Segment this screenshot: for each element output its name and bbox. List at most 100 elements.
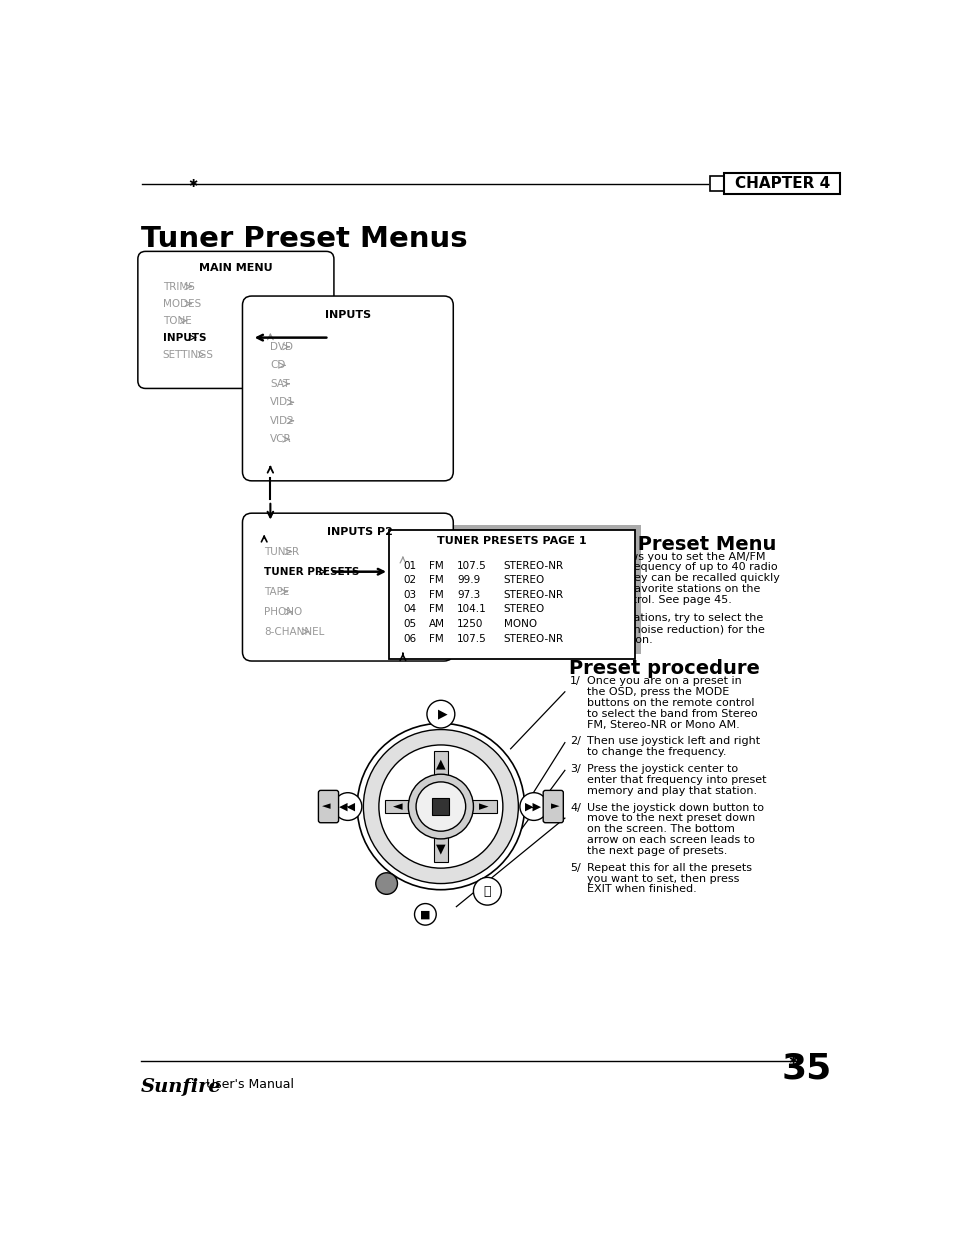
Text: you want to set, then press: you want to set, then press: [587, 873, 739, 883]
Circle shape: [427, 700, 455, 727]
Text: 2/: 2/: [570, 736, 580, 746]
Text: TAPE: TAPE: [264, 587, 290, 597]
Text: 99.9: 99.9: [456, 576, 480, 585]
Text: ✱: ✱: [188, 179, 197, 189]
FancyBboxPatch shape: [394, 525, 640, 655]
Text: 8-CHANNEL: 8-CHANNEL: [264, 626, 324, 637]
Text: buttons on the remote control: buttons on the remote control: [587, 698, 754, 708]
FancyBboxPatch shape: [141, 254, 331, 385]
Text: best reception.: best reception.: [568, 635, 652, 645]
Text: PHONO: PHONO: [264, 606, 302, 616]
Text: Repeat this for all the presets: Repeat this for all the presets: [587, 863, 752, 873]
Text: remote control. See page 45.: remote control. See page 45.: [568, 595, 731, 605]
FancyBboxPatch shape: [242, 296, 453, 480]
Text: ►: ►: [551, 802, 559, 811]
Circle shape: [415, 904, 436, 925]
FancyBboxPatch shape: [137, 252, 334, 389]
Text: 107.5: 107.5: [456, 561, 486, 571]
Text: MONO: MONO: [503, 619, 537, 629]
Text: DVD: DVD: [270, 342, 294, 352]
Circle shape: [519, 793, 547, 820]
Text: Tuner Preset Menus: Tuner Preset Menus: [141, 225, 467, 253]
FancyBboxPatch shape: [247, 517, 448, 656]
Text: VID1: VID1: [270, 398, 294, 408]
Text: 104.1: 104.1: [456, 604, 486, 615]
Text: to change the frequency.: to change the frequency.: [587, 747, 726, 757]
Text: STEREO-NR: STEREO-NR: [503, 561, 563, 571]
Text: move to the next preset down: move to the next preset down: [587, 814, 755, 824]
Text: the OSD, press the MODE: the OSD, press the MODE: [587, 687, 729, 698]
Text: User's Manual: User's Manual: [206, 1078, 294, 1091]
Text: ✱: ✱: [788, 1056, 798, 1066]
Text: CHAPTER 4: CHAPTER 4: [734, 177, 829, 191]
Text: 97.3: 97.3: [456, 590, 480, 600]
Text: ▶: ▶: [437, 708, 447, 721]
Text: FM: FM: [429, 576, 443, 585]
Text: 5/: 5/: [570, 863, 580, 873]
Text: ■: ■: [419, 909, 430, 919]
Text: and set as favorite stations on the: and set as favorite stations on the: [568, 584, 760, 594]
Text: 06: 06: [402, 634, 416, 643]
FancyBboxPatch shape: [247, 300, 448, 477]
Text: ⏸: ⏸: [483, 884, 491, 898]
Text: STEREO: STEREO: [503, 604, 544, 615]
FancyBboxPatch shape: [434, 831, 447, 862]
Text: MODES: MODES: [162, 299, 201, 309]
Text: enter that frequency into preset: enter that frequency into preset: [587, 776, 766, 785]
Text: ◀◀: ◀◀: [339, 802, 356, 811]
Text: Press the joystick center to: Press the joystick center to: [587, 764, 738, 774]
FancyBboxPatch shape: [542, 790, 562, 823]
Text: EXIT when finished.: EXIT when finished.: [587, 884, 697, 894]
Text: INPUTS P2: INPUTS P2: [326, 526, 392, 537]
Text: 02: 02: [402, 576, 416, 585]
Text: FM: FM: [429, 634, 443, 643]
Text: VID2: VID2: [270, 416, 294, 426]
Text: SETTINGS: SETTINGS: [162, 350, 213, 359]
FancyBboxPatch shape: [434, 751, 447, 782]
FancyBboxPatch shape: [709, 175, 723, 191]
Text: 35: 35: [781, 1051, 831, 1086]
Text: ◄: ◄: [321, 802, 330, 811]
FancyBboxPatch shape: [465, 799, 497, 814]
Text: band and frequency of up to 40 radio: band and frequency of up to 40 radio: [568, 562, 777, 573]
Text: FM: FM: [429, 561, 443, 571]
Text: FM: FM: [429, 604, 443, 615]
Text: 01: 01: [402, 561, 416, 571]
Text: VCR: VCR: [270, 435, 292, 445]
Circle shape: [416, 782, 465, 831]
Text: 03: 03: [402, 590, 416, 600]
Text: Use the joystick down button to: Use the joystick down button to: [587, 803, 763, 813]
Text: INPUTS: INPUTS: [324, 310, 371, 320]
Text: TUNER: TUNER: [264, 547, 299, 557]
Text: 04: 04: [402, 604, 416, 615]
Text: CD: CD: [270, 361, 286, 370]
Circle shape: [473, 877, 500, 905]
FancyBboxPatch shape: [389, 530, 635, 659]
Text: ▶▶: ▶▶: [525, 802, 542, 811]
Text: 1250: 1250: [456, 619, 483, 629]
Circle shape: [408, 774, 473, 839]
Text: TUNER PRESETS: TUNER PRESETS: [264, 567, 359, 577]
Text: AM: AM: [429, 619, 445, 629]
Text: Tuner Preset Menu: Tuner Preset Menu: [568, 535, 776, 553]
Text: ▼: ▼: [436, 842, 445, 856]
Text: Once you are on a preset in: Once you are on a preset in: [587, 677, 741, 687]
Text: memory and play that station.: memory and play that station.: [587, 785, 757, 795]
Text: Sunfire: Sunfire: [141, 1078, 221, 1095]
Text: STEREO-NR: STEREO-NR: [503, 634, 563, 643]
Text: TONE: TONE: [162, 316, 192, 326]
Text: ►: ►: [478, 800, 488, 813]
Text: TRIMS: TRIMS: [162, 282, 194, 291]
Text: Preset procedure: Preset procedure: [568, 659, 759, 678]
Text: ◄: ◄: [393, 800, 402, 813]
Text: SAT: SAT: [270, 379, 290, 389]
Text: 3/: 3/: [570, 764, 580, 774]
Text: the next page of presets.: the next page of presets.: [587, 846, 727, 856]
Text: STEREO: STEREO: [503, 576, 544, 585]
Text: Stereo-NR (noise reduction) for the: Stereo-NR (noise reduction) for the: [568, 624, 763, 634]
Text: 05: 05: [402, 619, 416, 629]
FancyBboxPatch shape: [242, 514, 453, 661]
Text: to select the band from Stereo: to select the band from Stereo: [587, 709, 758, 719]
Text: This allows you to set the AM/FM: This allows you to set the AM/FM: [568, 552, 764, 562]
Text: STEREO-NR: STEREO-NR: [503, 590, 563, 600]
